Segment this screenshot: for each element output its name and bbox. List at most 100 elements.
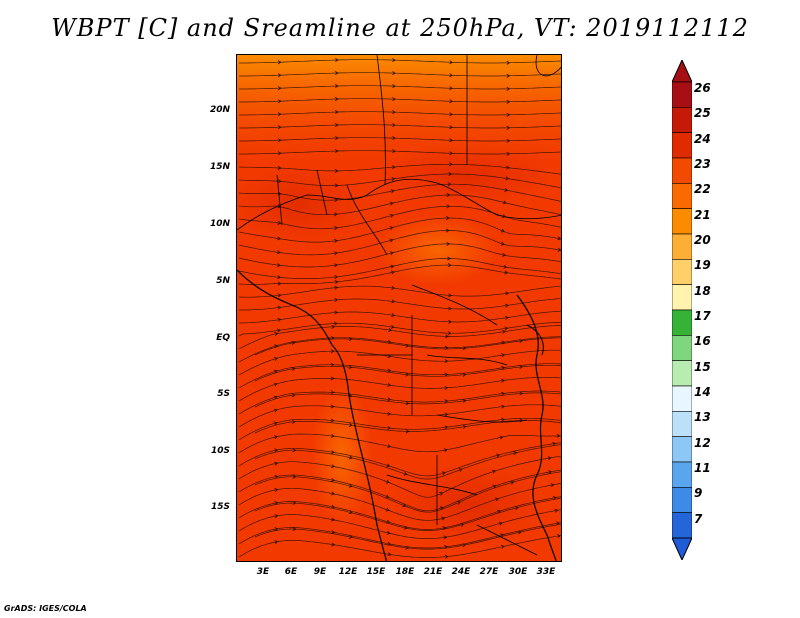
streamline-arrow <box>504 326 509 331</box>
streamline <box>239 150 561 155</box>
streamline-arrow <box>501 365 506 370</box>
streamline-arrow <box>448 306 452 311</box>
streamline-arrow <box>334 149 339 154</box>
streamline-arrow <box>334 71 339 76</box>
streamline-arrow <box>505 176 510 181</box>
streamline-arrow <box>389 238 394 243</box>
streamline-arrow <box>274 514 279 519</box>
streamline-arrow <box>385 494 390 499</box>
streamline-arrow <box>392 136 396 141</box>
streamline <box>254 471 561 513</box>
streamline-arrow <box>514 506 519 510</box>
streamline-arrow <box>274 331 279 336</box>
streamline-arrow <box>334 310 339 315</box>
streamline-arrow <box>274 461 279 466</box>
streamline-arrow <box>462 346 467 351</box>
streamline-arrow <box>547 456 552 461</box>
lon-label: 24E <box>451 567 471 577</box>
streamline-arrow <box>387 411 392 416</box>
streamline-arrow <box>447 182 452 187</box>
streamline-arrow <box>439 492 444 496</box>
streamline-arrow <box>330 362 335 367</box>
streamline-arrow <box>274 488 279 492</box>
streamline-arrow <box>550 483 555 488</box>
streamline <box>239 59 561 64</box>
streamline-arrow <box>277 112 282 117</box>
streamline-arrow <box>456 501 461 505</box>
streamline-arrow <box>447 331 452 336</box>
streamline-arrow <box>387 425 392 430</box>
streamline-arrow <box>513 451 518 456</box>
streamline-arrow <box>552 441 557 446</box>
streamline-arrow <box>506 99 511 104</box>
streamline-arrow <box>500 241 505 246</box>
streamline-arrow <box>505 291 509 296</box>
streamline-arrow <box>506 73 511 78</box>
streamline-arrow <box>554 508 559 513</box>
streamline-arrow <box>331 464 335 469</box>
streamline-arrow <box>386 463 391 468</box>
streamline-arrow <box>390 264 395 269</box>
streamline-arrow <box>517 530 522 535</box>
streamline <box>239 72 561 77</box>
streamline-arrow <box>334 275 339 280</box>
streamline-arrow <box>557 534 561 539</box>
streamline-arrow <box>274 435 278 440</box>
streamline-arrow <box>449 60 454 65</box>
colorbar-level-label: 22 <box>694 182 711 197</box>
streamline-arrow <box>552 495 557 500</box>
streamline-arrow <box>405 545 410 550</box>
streamline <box>238 376 561 402</box>
streamline <box>238 163 561 175</box>
colorbar-swatch <box>672 208 692 235</box>
streamline-arrow <box>334 84 339 89</box>
streamline-arrow <box>505 303 509 308</box>
streamline-arrow <box>277 151 282 156</box>
colorbar-swatch <box>672 233 692 260</box>
lat-label: 10N <box>209 219 230 229</box>
streamline-arrow <box>449 73 454 78</box>
streamline <box>238 509 561 539</box>
streamline-arrow <box>492 484 497 489</box>
streamline-arrow <box>504 270 509 275</box>
streamline-arrow <box>385 479 390 484</box>
colorbar-swatch <box>672 183 692 209</box>
streamline-arrow <box>447 256 451 261</box>
streamline <box>239 98 561 103</box>
colorbar-level-label: 21 <box>694 207 711 222</box>
streamline-arrow <box>492 469 497 474</box>
lat-label: 5N <box>216 276 230 286</box>
streamline <box>238 404 561 428</box>
streamline-arrow <box>277 293 282 298</box>
streamline-arrow <box>449 151 454 156</box>
streamline-arrow <box>557 236 561 241</box>
streamline-arrow <box>333 321 338 326</box>
streamline-arrow <box>392 58 396 63</box>
streamline-arrow <box>277 60 282 65</box>
streamline-arrow <box>441 516 446 521</box>
lon-label: 30E <box>508 567 528 577</box>
streamline-arrow <box>446 241 451 246</box>
streamline-arrow <box>501 404 505 409</box>
streamline-arrow <box>506 125 511 130</box>
streamline-arrow <box>334 136 339 141</box>
streamline-arrow <box>292 501 297 506</box>
streamline-arrow <box>390 324 395 329</box>
streamline-arrow <box>334 183 339 188</box>
streamline-arrow <box>390 270 395 275</box>
streamline-arrow <box>277 165 282 170</box>
streamline-arrow <box>444 412 449 417</box>
streamline-arrow <box>506 165 510 170</box>
streamline <box>254 420 561 434</box>
streamline-arrow <box>392 110 396 115</box>
streamline-arrow <box>556 433 561 438</box>
streamline-arrow <box>388 327 393 332</box>
streamline-arrow <box>389 213 394 218</box>
streamline-arrow <box>348 365 353 370</box>
streamline-arrow <box>387 397 392 402</box>
streamline-arrow <box>505 315 509 320</box>
streamline <box>238 194 561 216</box>
streamline-arrow <box>348 422 353 427</box>
streamline-arrow <box>330 376 335 381</box>
streamline <box>254 392 561 408</box>
